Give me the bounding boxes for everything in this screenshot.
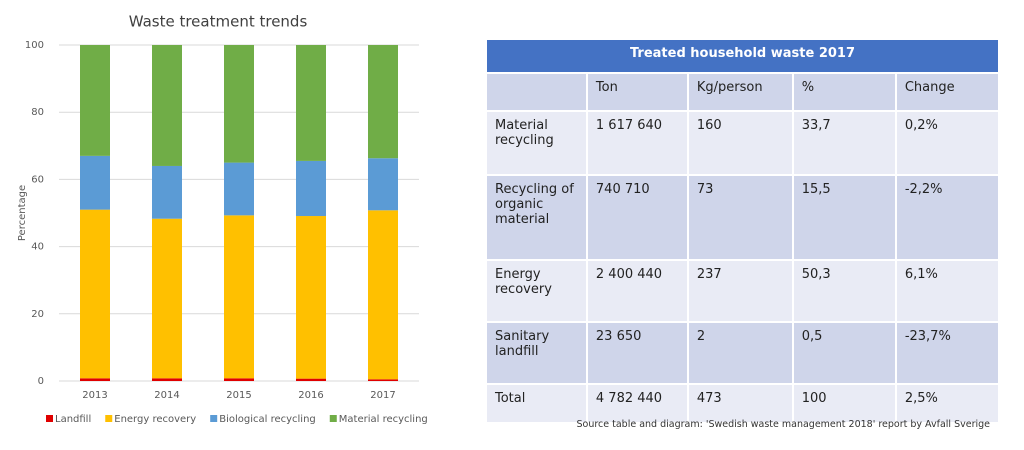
table-row: Sanitary landfill 23 650 2 0,5 -23,7% <box>485 321 1001 385</box>
table-row: Energy recovery 2 400 440 237 50,3 6,1% <box>485 259 1001 323</box>
bar-segment <box>224 162 254 216</box>
row-header: Total <box>485 383 588 424</box>
legend-label: Landfill <box>55 414 91 425</box>
table-cell: -2,2% <box>894 174 1001 261</box>
bar-segment <box>368 379 398 381</box>
row-header: Material recycling <box>485 110 588 176</box>
legend-swatch <box>46 415 53 422</box>
bar-segment <box>296 160 326 217</box>
bar-segment <box>296 378 326 381</box>
legend-label: Biological recycling <box>219 414 316 425</box>
bar-segment <box>152 165 182 219</box>
table-cell: 0,5 <box>791 321 897 385</box>
legend-swatch <box>210 415 218 422</box>
x-tick-label: 2017 <box>370 390 395 401</box>
bar-segment <box>80 378 110 381</box>
bar-segment <box>80 155 110 210</box>
table-cell: 6,1% <box>894 259 1001 323</box>
table-cell: 50,3 <box>791 259 897 323</box>
source-note: Source table and diagram: 'Swedish waste… <box>576 419 990 430</box>
bar-segment <box>368 45 398 159</box>
y-tick-label: 60 <box>31 174 44 185</box>
row-header: Energy recovery <box>485 259 588 323</box>
row-header: Recycling of organic material <box>485 174 588 261</box>
y-tick-label: 100 <box>25 40 44 51</box>
table-cell: 100 <box>791 383 897 424</box>
y-axis-label: Percentage <box>17 185 28 241</box>
column-header: % <box>791 72 897 112</box>
table-cell: 2,5% <box>894 383 1001 424</box>
legend-label: Energy recovery <box>114 414 196 425</box>
legend-swatch <box>329 415 337 422</box>
x-tick-label: 2015 <box>226 390 251 401</box>
bar-segment <box>368 158 398 211</box>
table-cell: 4 782 440 <box>585 383 689 424</box>
row-header: Sanitary landfill <box>485 321 588 385</box>
bar-segment <box>80 209 110 379</box>
bar-segment <box>224 378 254 381</box>
bar-segment <box>296 216 326 379</box>
chart-title: Waste treatment trends <box>129 13 308 31</box>
table-cell: 160 <box>686 110 794 176</box>
y-tick-label: 80 <box>31 107 44 118</box>
table-cell: 15,5 <box>791 174 897 261</box>
bar-segment <box>224 215 254 379</box>
data-table: Treated household waste 2017 Ton Kg/person… <box>485 38 1001 424</box>
table-cell: 0,2% <box>894 110 1001 176</box>
chart: Waste treatment trends Percentage 0 20 40 6… <box>17 13 428 426</box>
bar-segment <box>152 218 182 379</box>
legend-swatch <box>105 415 113 422</box>
y-tick-label: 40 <box>31 242 44 253</box>
table-cell: 473 <box>686 383 794 424</box>
table-row: Recycling of organic material 740 710 73 15… <box>485 174 1001 261</box>
header-cell <box>485 72 588 112</box>
y-tick-label: 20 <box>31 309 44 320</box>
table-cell: 33,7 <box>791 110 897 176</box>
table-cell: -23,7% <box>894 321 1001 385</box>
table-cell: 23 650 <box>585 321 689 385</box>
bar-segment <box>152 378 182 381</box>
column-header: Change <box>894 72 1001 112</box>
column-header: Ton <box>585 72 689 112</box>
bar-segment <box>296 45 326 161</box>
header-row: Ton Kg/person% Change <box>485 72 1001 112</box>
table-cell: 2 400 440 <box>585 259 689 323</box>
y-tick-label: 0 <box>38 376 44 387</box>
table-title: Treated household waste 2017 <box>485 38 1000 74</box>
bar-segment <box>368 210 398 380</box>
table-row: Material recycling 1 617 640 160 33,7 0,2% <box>485 110 1001 176</box>
table-cell: 73 <box>686 174 794 261</box>
table-cell: 2 <box>686 321 794 385</box>
bar-segment <box>152 45 182 166</box>
table-cell: 237 <box>686 259 794 323</box>
x-tick-label: 2013 <box>82 390 107 401</box>
x-tick-label: 2014 <box>154 390 179 401</box>
bar-segment <box>80 45 110 156</box>
column-header: Kg/person <box>686 72 794 112</box>
legend-label: Material recycling <box>339 414 428 425</box>
table-cell: 1 617 640 <box>585 110 689 176</box>
table-row: Total 4 782 440 473 100 2,5% <box>485 383 1001 424</box>
title-row: Treated household waste 2017 <box>485 38 1000 74</box>
x-tick-label: 2016 <box>298 390 323 401</box>
bar-segment <box>224 45 254 163</box>
table-cell: 740 710 <box>585 174 689 261</box>
